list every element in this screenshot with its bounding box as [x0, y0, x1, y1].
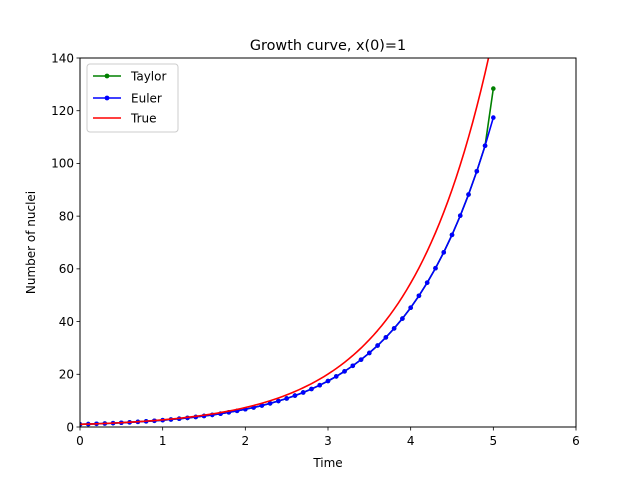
x-tick-label: 3: [324, 434, 332, 448]
data-point-euler: [358, 357, 364, 362]
series-line-true: [80, 58, 490, 426]
data-point-euler: [333, 374, 339, 379]
data-point-euler: [367, 350, 372, 356]
data-point-euler: [466, 192, 471, 197]
data-point-taylor: [491, 86, 496, 91]
data-point-euler: [441, 250, 447, 255]
legend-marker-euler: [104, 95, 110, 101]
plot-frame: [79, 57, 577, 428]
data-point-euler: [317, 382, 323, 388]
data-point-euler: [276, 398, 281, 404]
y-tick-label: 140: [51, 51, 74, 65]
x-tick-label: 6: [572, 434, 580, 448]
data-point-euler: [350, 363, 356, 369]
data-point-euler: [300, 390, 306, 395]
y-tick-label: 60: [59, 262, 74, 276]
x-tick-label: 0: [76, 434, 84, 448]
chart-title: Growth curve, x(0)=1: [250, 38, 406, 54]
data-point-euler: [449, 232, 455, 238]
data-point-euler: [375, 343, 380, 348]
y-tick-label: 80: [59, 209, 74, 223]
x-tick-label: 1: [159, 434, 167, 448]
legend-label-true: True: [130, 112, 157, 126]
legend: Taylor Euler True: [86, 63, 179, 133]
series-layer: [80, 58, 496, 427]
data-point-euler: [416, 293, 422, 299]
y-tick-label: 20: [59, 368, 74, 382]
data-point-euler: [309, 386, 314, 392]
data-point-euler: [482, 143, 488, 149]
x-tick-label: 2: [242, 434, 250, 448]
x-axis-label: Time: [312, 456, 342, 470]
data-point-euler: [491, 115, 496, 120]
data-point-euler: [259, 403, 265, 408]
data-point-euler: [325, 378, 331, 384]
legend-box: [86, 63, 179, 133]
x-tick-label: 4: [407, 434, 415, 448]
data-point-euler: [457, 213, 463, 218]
data-point-euler: [391, 326, 397, 331]
data-point-euler: [342, 369, 347, 374]
legend-label-euler: Euler: [131, 92, 162, 106]
data-point-euler: [400, 316, 405, 321]
y-tick-label: 120: [51, 104, 74, 118]
data-point-euler: [383, 335, 389, 340]
y-tick-label: 100: [51, 157, 74, 171]
y-tick-label: 0: [66, 420, 74, 434]
data-point-euler: [284, 396, 289, 401]
legend-marker-taylor: [104, 73, 110, 79]
data-point-euler: [474, 168, 480, 174]
data-point-euler: [433, 265, 438, 271]
legend-label-taylor: Taylor: [130, 70, 166, 84]
data-point-euler: [267, 401, 273, 406]
data-point-euler: [408, 305, 413, 311]
y-tick-label: 40: [59, 315, 74, 329]
data-point-euler: [424, 280, 430, 285]
data-point-euler: [292, 393, 298, 398]
y-axis-label: Number of nuclei: [24, 191, 38, 294]
x-tick-label: 5: [490, 434, 498, 448]
